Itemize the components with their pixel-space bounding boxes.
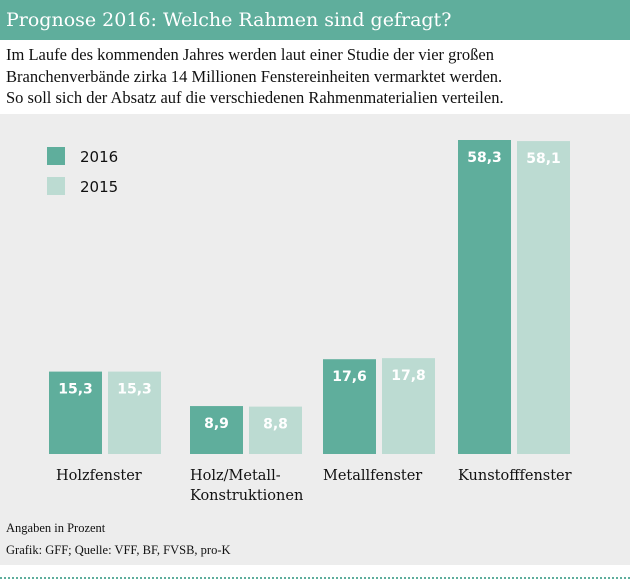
source-note: Grafik: GFF; Quelle: VFF, BF, FVSB, pro-… [6, 543, 231, 557]
chart-title: Prognose 2016: Welche Rahmen sind gefrag… [0, 0, 630, 40]
category-label: Metallfenster [323, 468, 422, 484]
bar-2016 [190, 406, 243, 454]
legend-swatch [47, 147, 65, 165]
data-label: 58,1 [526, 151, 561, 167]
category-label: Holz/Metall- [190, 468, 281, 484]
intro-line: Branchenverbände zirka 14 Millionen Fens… [6, 66, 503, 86]
bar-2015 [249, 406, 302, 454]
dotted-divider [0, 577, 630, 579]
bar-2016 [458, 140, 511, 454]
data-label: 8,9 [204, 416, 229, 432]
bar-2016 [323, 359, 376, 454]
bar-2015 [382, 358, 435, 454]
legend-swatch [47, 177, 65, 195]
intro-line: Im Laufe des kommenden Jahres werden lau… [6, 45, 494, 64]
data-label: 8,8 [263, 417, 288, 433]
legend-label: 2016 [80, 148, 118, 166]
category-label: Konstruktionen [190, 488, 303, 504]
data-label: 17,8 [391, 368, 426, 384]
bar-2015 [517, 141, 570, 454]
bar-2016 [49, 371, 102, 454]
legend-label: 2015 [80, 178, 118, 196]
data-label: 15,3 [117, 382, 152, 398]
data-label: 17,6 [332, 369, 367, 385]
data-label: 15,3 [58, 382, 93, 398]
unit-note: Angaben in Prozent [6, 521, 106, 535]
bar-2015 [108, 371, 161, 454]
intro-line: So soll sich der Absatz auf die verschie… [6, 88, 504, 107]
category-label: Holzfenster [56, 468, 142, 484]
data-label: 58,3 [467, 150, 502, 166]
intro-text: Im Laufe des kommenden Jahres werden lau… [6, 44, 504, 109]
category-label: Kunstofffenster [458, 468, 572, 484]
